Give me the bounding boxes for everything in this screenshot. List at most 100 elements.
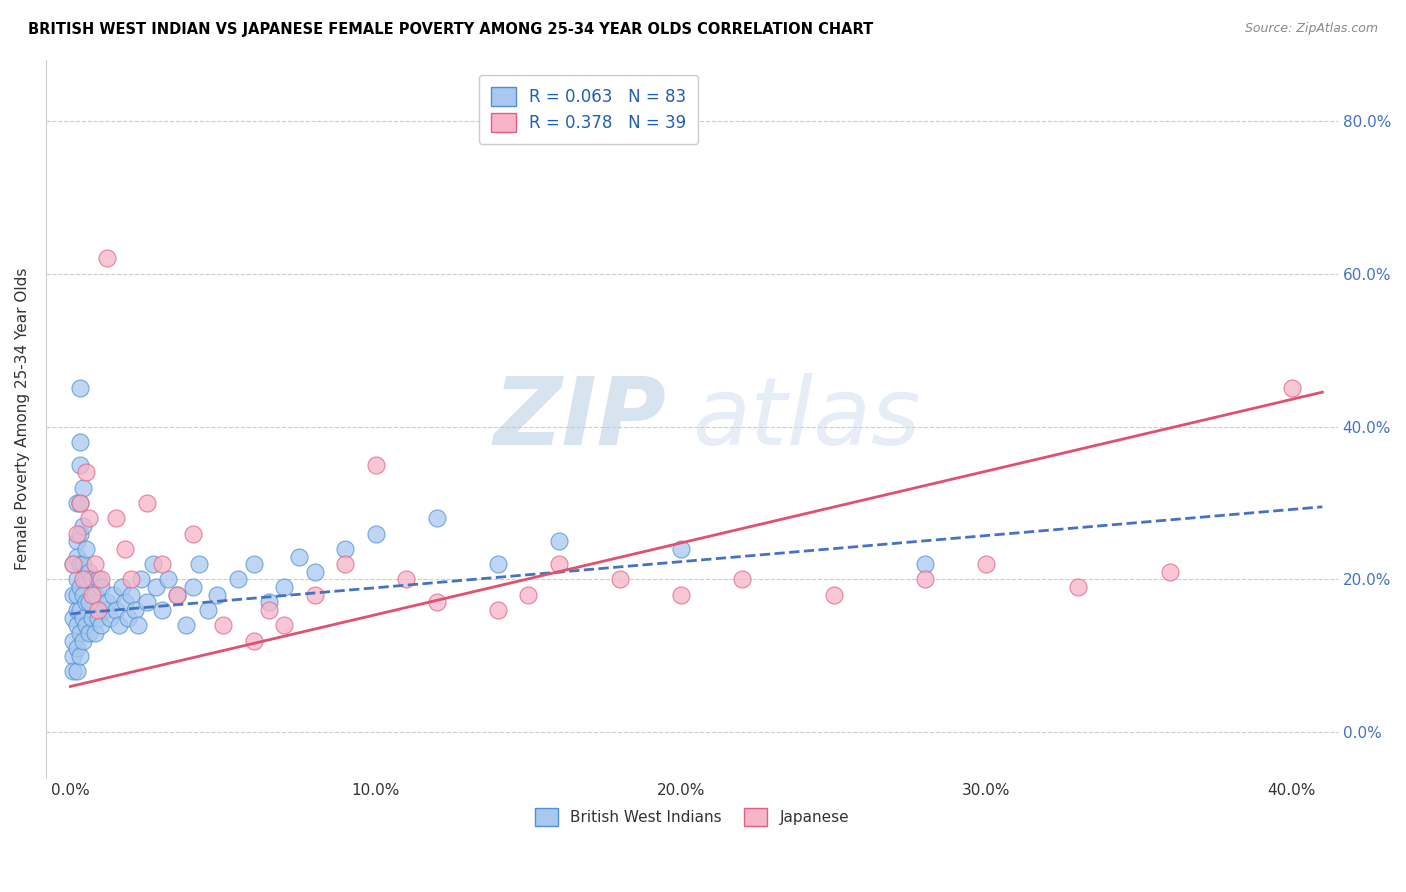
Point: [486, 603, 509, 617]
Point: [69, 648, 91, 663]
Point: [65, 588, 87, 602]
Point: [77, 511, 100, 525]
Point: [257, 595, 280, 609]
Point: [181, 526, 204, 541]
Point: [197, 603, 219, 617]
Legend: British West Indians, Japanese: British West Indians, Japanese: [526, 799, 858, 835]
Point: [62, 557, 84, 571]
Point: [111, 580, 134, 594]
Point: [65, 534, 87, 549]
Point: [65, 664, 87, 678]
Point: [187, 557, 209, 571]
Point: [65, 603, 87, 617]
Point: [364, 458, 387, 472]
Point: [150, 557, 173, 571]
Point: [548, 534, 571, 549]
Text: atlas: atlas: [692, 374, 920, 465]
Point: [273, 580, 295, 594]
Point: [77, 595, 100, 609]
Point: [823, 588, 845, 602]
Point: [80, 610, 103, 624]
Point: [166, 588, 188, 602]
Point: [87, 603, 110, 617]
Point: [90, 580, 112, 594]
Point: [114, 541, 136, 556]
Point: [72, 519, 94, 533]
Point: [273, 618, 295, 632]
Point: [135, 496, 157, 510]
Point: [69, 496, 91, 510]
Point: [96, 595, 118, 609]
Point: [669, 588, 692, 602]
Text: Source: ZipAtlas.com: Source: ZipAtlas.com: [1244, 22, 1378, 36]
Point: [124, 603, 146, 617]
Point: [176, 618, 198, 632]
Point: [80, 573, 103, 587]
Point: [609, 573, 631, 587]
Point: [75, 573, 97, 587]
Point: [548, 557, 571, 571]
Point: [98, 610, 121, 624]
Point: [72, 573, 94, 587]
Point: [62, 664, 84, 678]
Point: [486, 557, 509, 571]
Point: [72, 557, 94, 571]
Point: [1159, 565, 1181, 579]
Point: [135, 595, 157, 609]
Point: [242, 557, 264, 571]
Point: [65, 549, 87, 564]
Point: [87, 573, 110, 587]
Point: [69, 526, 91, 541]
Point: [75, 595, 97, 609]
Text: ZIP: ZIP: [494, 373, 666, 465]
Point: [69, 626, 91, 640]
Point: [335, 541, 357, 556]
Point: [731, 573, 754, 587]
Point: [62, 648, 84, 663]
Point: [65, 641, 87, 656]
Point: [69, 557, 91, 571]
Point: [1067, 580, 1090, 594]
Point: [127, 618, 149, 632]
Point: [205, 588, 228, 602]
Point: [304, 565, 326, 579]
Point: [108, 618, 131, 632]
Point: [117, 610, 139, 624]
Point: [72, 633, 94, 648]
Point: [80, 588, 103, 602]
Point: [121, 573, 143, 587]
Point: [166, 588, 188, 602]
Point: [157, 573, 180, 587]
Point: [69, 458, 91, 472]
Point: [114, 595, 136, 609]
Point: [62, 588, 84, 602]
Point: [75, 618, 97, 632]
Point: [517, 588, 540, 602]
Point: [69, 381, 91, 395]
Y-axis label: Female Poverty Among 25-34 Year Olds: Female Poverty Among 25-34 Year Olds: [15, 268, 30, 570]
Point: [90, 618, 112, 632]
Point: [181, 580, 204, 594]
Point: [669, 541, 692, 556]
Point: [105, 603, 128, 617]
Point: [69, 603, 91, 617]
Point: [145, 580, 167, 594]
Point: [65, 496, 87, 510]
Point: [101, 588, 124, 602]
Point: [364, 526, 387, 541]
Point: [142, 557, 165, 571]
Point: [72, 481, 94, 495]
Point: [62, 633, 84, 648]
Point: [75, 466, 97, 480]
Point: [77, 626, 100, 640]
Point: [83, 557, 105, 571]
Point: [150, 603, 173, 617]
Point: [335, 557, 357, 571]
Point: [62, 610, 84, 624]
Point: [83, 588, 105, 602]
Point: [65, 573, 87, 587]
Point: [87, 610, 110, 624]
Point: [83, 626, 105, 640]
Point: [257, 603, 280, 617]
Point: [242, 633, 264, 648]
